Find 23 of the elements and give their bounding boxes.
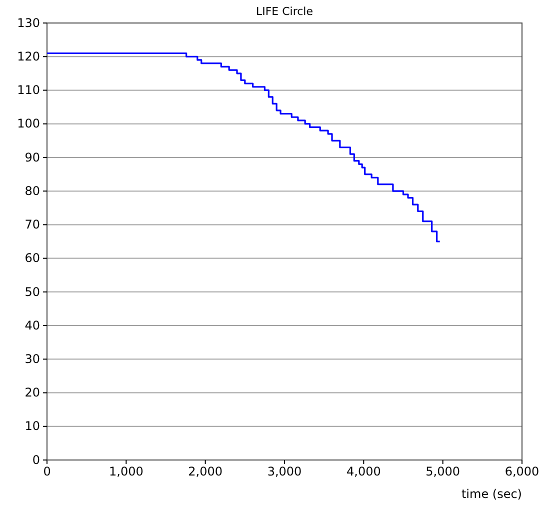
y-tick-label: 0 <box>32 452 40 467</box>
x-axis-title: time (sec) <box>461 487 522 501</box>
x-tick-label: 5,000 <box>426 464 460 479</box>
x-tick-label: 4,000 <box>346 464 381 479</box>
y-tick-label: 50 <box>24 284 40 299</box>
x-tick-label: 1,000 <box>108 464 144 479</box>
chart-title: LIFE Circle <box>256 5 314 18</box>
y-tick-label: 100 <box>17 116 40 131</box>
y-tick-label: 40 <box>24 318 40 332</box>
y-tick-label: 70 <box>24 218 40 232</box>
y-tick-label: 60 <box>24 251 40 266</box>
x-tick-label: 0 <box>43 464 51 479</box>
y-tick-label: 10 <box>24 419 40 434</box>
y-tick-label: 20 <box>24 386 40 400</box>
y-tick-label: 120 <box>17 49 40 64</box>
x-tick-label: 2,000 <box>188 464 223 479</box>
x-tick-label: 3,000 <box>267 464 302 479</box>
y-tick-label: 90 <box>24 150 40 164</box>
x-tick-label: 6,000 <box>504 464 540 479</box>
y-tick-label: 130 <box>17 16 40 30</box>
y-tick-label: 110 <box>17 83 40 98</box>
y-tick-label: 30 <box>24 352 40 366</box>
y-tick-label: 80 <box>24 184 40 198</box>
